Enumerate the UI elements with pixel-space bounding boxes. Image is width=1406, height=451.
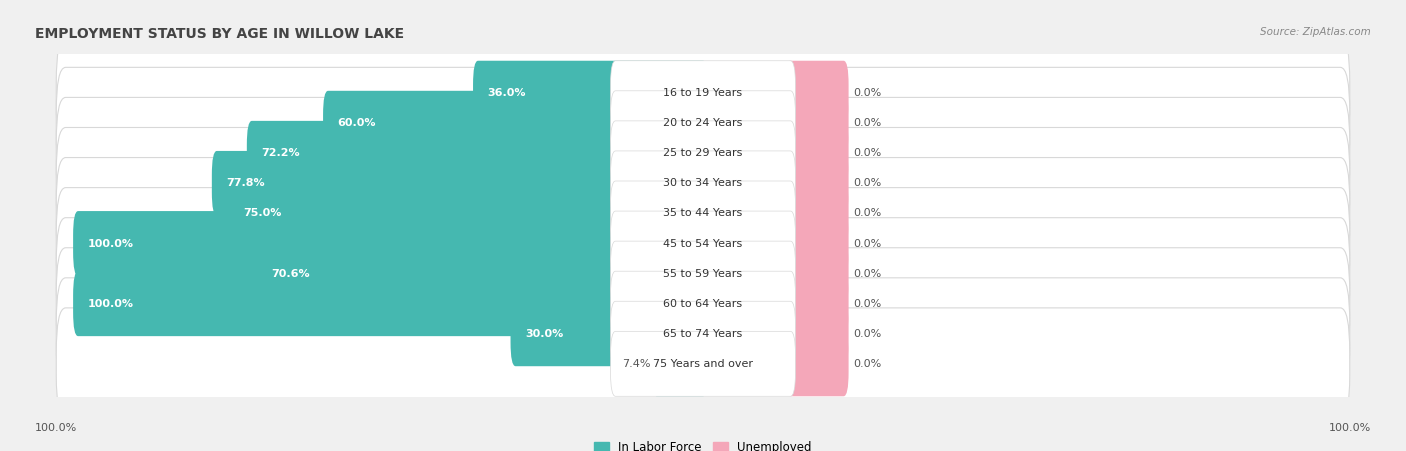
FancyBboxPatch shape — [56, 308, 1350, 420]
FancyBboxPatch shape — [212, 151, 709, 216]
Text: 0.0%: 0.0% — [853, 239, 882, 249]
FancyBboxPatch shape — [56, 248, 1350, 359]
FancyBboxPatch shape — [56, 188, 1350, 299]
Text: 77.8%: 77.8% — [226, 179, 264, 189]
FancyBboxPatch shape — [786, 121, 849, 186]
Text: 0.0%: 0.0% — [853, 269, 882, 279]
FancyBboxPatch shape — [56, 37, 1350, 149]
Text: 100.0%: 100.0% — [1329, 423, 1371, 433]
Text: 65 to 74 Years: 65 to 74 Years — [664, 329, 742, 339]
FancyBboxPatch shape — [610, 181, 796, 246]
FancyBboxPatch shape — [610, 331, 796, 396]
Text: 70.6%: 70.6% — [271, 269, 309, 279]
FancyBboxPatch shape — [73, 211, 709, 276]
FancyBboxPatch shape — [73, 271, 709, 336]
Text: 30 to 34 Years: 30 to 34 Years — [664, 179, 742, 189]
FancyBboxPatch shape — [786, 181, 849, 246]
Text: 75 Years and over: 75 Years and over — [652, 359, 754, 369]
FancyBboxPatch shape — [786, 61, 849, 126]
FancyBboxPatch shape — [610, 151, 796, 216]
Text: 36.0%: 36.0% — [488, 88, 526, 98]
Text: 100.0%: 100.0% — [87, 299, 134, 308]
Text: 25 to 29 Years: 25 to 29 Years — [664, 148, 742, 158]
FancyBboxPatch shape — [56, 128, 1350, 239]
FancyBboxPatch shape — [56, 67, 1350, 179]
Text: 0.0%: 0.0% — [853, 148, 882, 158]
Text: 60 to 64 Years: 60 to 64 Years — [664, 299, 742, 308]
Text: 45 to 54 Years: 45 to 54 Years — [664, 239, 742, 249]
FancyBboxPatch shape — [610, 91, 796, 156]
FancyBboxPatch shape — [786, 301, 849, 366]
Text: 100.0%: 100.0% — [35, 423, 77, 433]
Text: 100.0%: 100.0% — [87, 239, 134, 249]
Text: 60.0%: 60.0% — [337, 118, 375, 128]
FancyBboxPatch shape — [472, 61, 709, 126]
Text: 0.0%: 0.0% — [853, 329, 882, 339]
FancyBboxPatch shape — [786, 331, 849, 396]
Text: 55 to 59 Years: 55 to 59 Years — [664, 269, 742, 279]
FancyBboxPatch shape — [610, 271, 796, 336]
Text: 0.0%: 0.0% — [853, 118, 882, 128]
FancyBboxPatch shape — [610, 61, 796, 126]
FancyBboxPatch shape — [786, 151, 849, 216]
FancyBboxPatch shape — [229, 181, 709, 246]
Text: 0.0%: 0.0% — [853, 299, 882, 308]
Legend: In Labor Force, Unemployed: In Labor Force, Unemployed — [589, 436, 817, 451]
Text: 0.0%: 0.0% — [853, 88, 882, 98]
FancyBboxPatch shape — [56, 278, 1350, 390]
FancyBboxPatch shape — [610, 121, 796, 186]
Text: 30.0%: 30.0% — [524, 329, 564, 339]
Text: 75.0%: 75.0% — [243, 208, 283, 218]
Text: 35 to 44 Years: 35 to 44 Years — [664, 208, 742, 218]
Text: 0.0%: 0.0% — [853, 359, 882, 369]
FancyBboxPatch shape — [323, 91, 709, 156]
Text: 7.4%: 7.4% — [621, 359, 651, 369]
FancyBboxPatch shape — [786, 211, 849, 276]
FancyBboxPatch shape — [56, 157, 1350, 269]
FancyBboxPatch shape — [610, 241, 796, 306]
FancyBboxPatch shape — [247, 121, 709, 186]
Text: 0.0%: 0.0% — [853, 208, 882, 218]
Text: 16 to 19 Years: 16 to 19 Years — [664, 88, 742, 98]
FancyBboxPatch shape — [56, 218, 1350, 330]
FancyBboxPatch shape — [786, 91, 849, 156]
FancyBboxPatch shape — [257, 241, 709, 306]
Text: 0.0%: 0.0% — [853, 179, 882, 189]
FancyBboxPatch shape — [510, 301, 709, 366]
Text: 72.2%: 72.2% — [262, 148, 299, 158]
Text: Source: ZipAtlas.com: Source: ZipAtlas.com — [1260, 27, 1371, 37]
FancyBboxPatch shape — [786, 241, 849, 306]
Text: 20 to 24 Years: 20 to 24 Years — [664, 118, 742, 128]
FancyBboxPatch shape — [56, 97, 1350, 209]
Text: EMPLOYMENT STATUS BY AGE IN WILLOW LAKE: EMPLOYMENT STATUS BY AGE IN WILLOW LAKE — [35, 27, 405, 41]
FancyBboxPatch shape — [652, 331, 709, 396]
FancyBboxPatch shape — [786, 271, 849, 336]
FancyBboxPatch shape — [610, 301, 796, 366]
FancyBboxPatch shape — [610, 211, 796, 276]
